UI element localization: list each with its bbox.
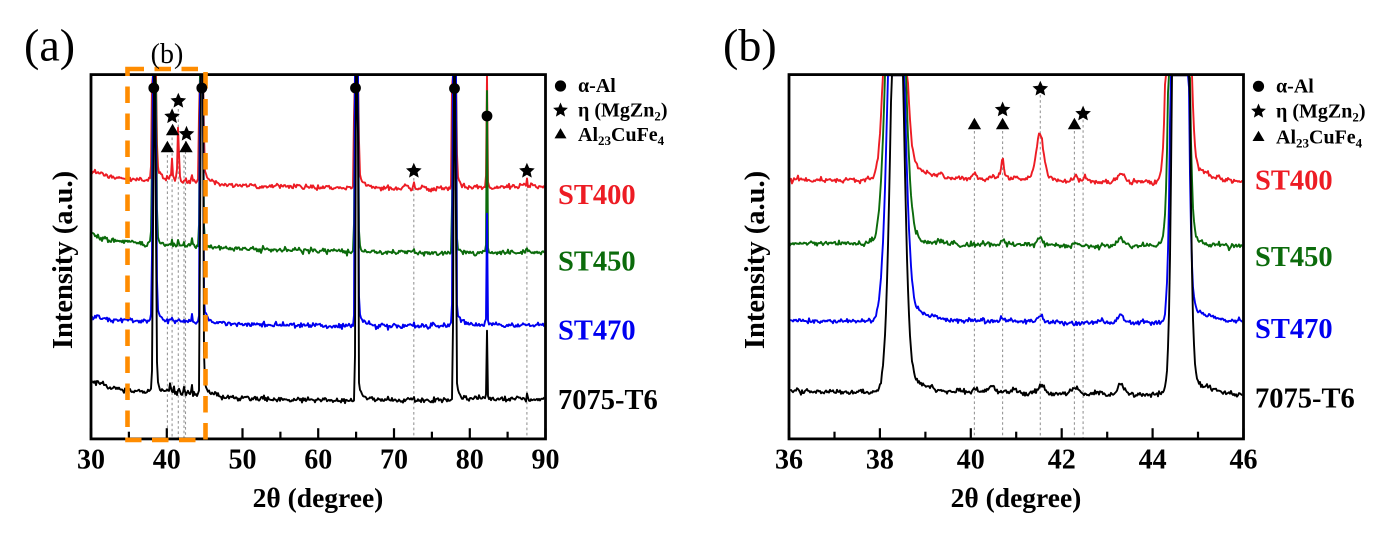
svg-text:Intensity (a.u.): Intensity (a.u.)	[740, 171, 771, 349]
svg-text:42: 42	[1048, 445, 1076, 476]
svg-text:2θ (degree): 2θ (degree)	[253, 482, 384, 513]
svg-text:40: 40	[153, 445, 181, 476]
svg-text:(a): (a)	[24, 20, 75, 71]
svg-text:Al23CuFe4: Al23CuFe4	[1276, 127, 1363, 151]
svg-text:7075-T6: 7075-T6	[558, 385, 658, 416]
svg-text:α-Al: α-Al	[1276, 75, 1314, 97]
svg-text:(b): (b)	[151, 39, 184, 70]
svg-text:80: 80	[456, 445, 484, 476]
svg-text:90: 90	[532, 445, 560, 476]
svg-text:50: 50	[229, 445, 257, 476]
svg-text:ST450: ST450	[558, 247, 636, 278]
svg-text:ST470: ST470	[558, 316, 636, 347]
svg-text:46: 46	[1230, 445, 1258, 476]
svg-text:(b): (b)	[723, 20, 777, 71]
svg-text:ST400: ST400	[1255, 166, 1333, 197]
svg-text:Intensity (a.u.): Intensity (a.u.)	[48, 171, 79, 349]
svg-text:7075-T6: 7075-T6	[1255, 384, 1355, 415]
svg-text:η (MgZn2): η (MgZn2)	[1276, 100, 1366, 124]
svg-text:ST470: ST470	[1255, 314, 1333, 345]
svg-text:α-Al: α-Al	[578, 75, 616, 97]
svg-text:η (MgZn2): η (MgZn2)	[578, 100, 668, 124]
svg-text:36: 36	[775, 445, 803, 476]
svg-text:ST450: ST450	[1255, 242, 1333, 273]
svg-text:70: 70	[380, 445, 408, 476]
svg-text:38: 38	[866, 445, 894, 476]
svg-text:30: 30	[77, 445, 105, 476]
svg-text:40: 40	[957, 445, 985, 476]
svg-text:Al23CuFe4: Al23CuFe4	[578, 124, 665, 148]
svg-text:2θ (degree): 2θ (degree)	[951, 482, 1082, 513]
svg-text:44: 44	[1139, 445, 1167, 476]
svg-text:ST400: ST400	[558, 180, 636, 211]
svg-text:60: 60	[304, 445, 332, 476]
